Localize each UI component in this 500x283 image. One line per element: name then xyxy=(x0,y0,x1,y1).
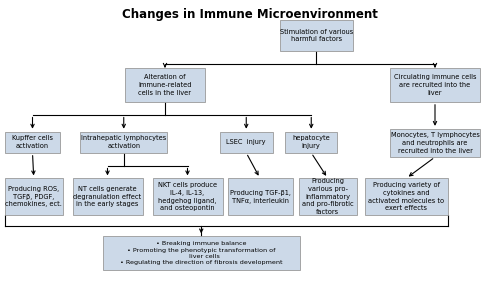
Text: LSEC  injury: LSEC injury xyxy=(226,139,266,145)
FancyBboxPatch shape xyxy=(125,68,205,102)
FancyBboxPatch shape xyxy=(390,129,480,157)
Text: Alteration of
Immune-related
cells in the liver: Alteration of Immune-related cells in th… xyxy=(138,74,192,96)
FancyBboxPatch shape xyxy=(285,132,338,153)
Text: NT cells generate
degranulation effect
in the early stages: NT cells generate degranulation effect i… xyxy=(74,186,142,207)
Text: Producing TGF-β1,
TNFα, interleukin: Producing TGF-β1, TNFα, interleukin xyxy=(230,190,290,203)
Text: NKT cells produce
IL-4, IL-13,
hedgehog ligand,
and osteopontin: NKT cells produce IL-4, IL-13, hedgehog … xyxy=(158,182,217,211)
Text: hepatocyte
injury: hepatocyte injury xyxy=(292,135,330,149)
FancyBboxPatch shape xyxy=(5,132,60,153)
Text: Kupffer cells
activation: Kupffer cells activation xyxy=(12,135,53,149)
FancyBboxPatch shape xyxy=(152,178,222,215)
Text: Circulating immune cells
are recruited into the
liver: Circulating immune cells are recruited i… xyxy=(394,74,476,96)
Text: Stimulation of various
harmful factors: Stimulation of various harmful factors xyxy=(280,29,353,42)
FancyBboxPatch shape xyxy=(280,20,352,51)
Text: Intrahepatic lymphocytes
activation: Intrahepatic lymphocytes activation xyxy=(81,135,166,149)
FancyBboxPatch shape xyxy=(220,132,272,153)
FancyBboxPatch shape xyxy=(72,178,142,215)
Text: Producing ROS,
TGFβ, PDGF,
chemokines, ect.: Producing ROS, TGFβ, PDGF, chemokines, e… xyxy=(6,186,62,207)
FancyBboxPatch shape xyxy=(5,178,62,215)
FancyBboxPatch shape xyxy=(80,132,168,153)
FancyBboxPatch shape xyxy=(102,236,300,270)
Text: Producing variety of
cytokines and
activated molecules to
exert effects: Producing variety of cytokines and activ… xyxy=(368,182,444,211)
Text: Monocytes, T lymphocytes
and neutrophils are
recruited into the liver: Monocytes, T lymphocytes and neutrophils… xyxy=(390,132,480,154)
FancyBboxPatch shape xyxy=(390,68,480,102)
FancyBboxPatch shape xyxy=(365,178,448,215)
Text: Producing
various pro-
inflammatory
and pro-fibrotic
factors: Producing various pro- inflammatory and … xyxy=(302,178,354,215)
Text: • Breaking immune balance
• Promoting the phenotypic transformation of
   liver : • Breaking immune balance • Promoting th… xyxy=(120,241,282,265)
FancyBboxPatch shape xyxy=(299,178,356,215)
FancyBboxPatch shape xyxy=(228,178,292,215)
Text: Changes in Immune Microenvironment: Changes in Immune Microenvironment xyxy=(122,8,378,22)
